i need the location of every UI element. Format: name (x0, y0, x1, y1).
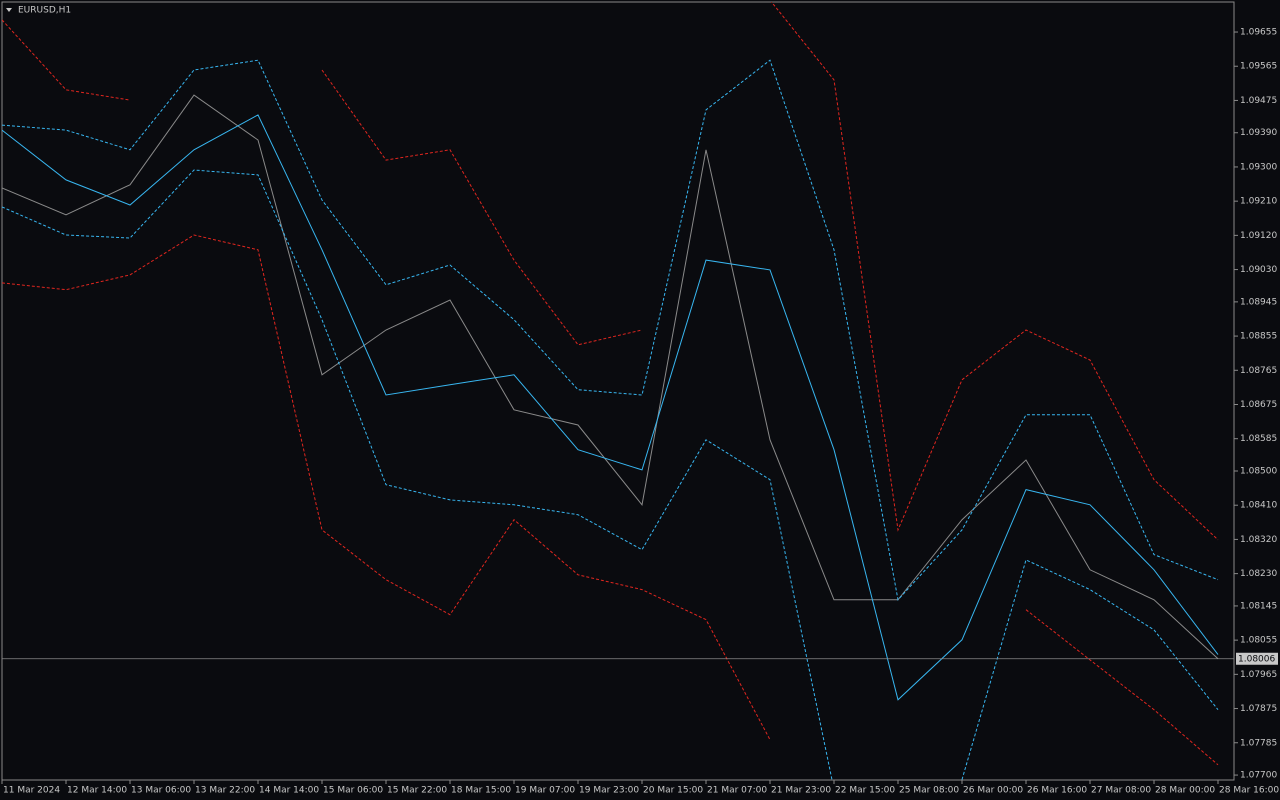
y-tick-label: 1.08145 (1240, 601, 1277, 611)
x-tick-label: 13 Mar 06:00 (131, 786, 191, 796)
x-tick-label: 13 Mar 22:00 (195, 786, 255, 796)
x-tick-label: 26 Mar 16:00 (1027, 786, 1087, 796)
current-price-label: 1.08006 (1238, 654, 1275, 664)
y-tick-label: 1.08500 (1240, 467, 1277, 477)
series-line (2, 59, 1219, 601)
plot-frame (1, 1, 1235, 781)
y-tick-label: 1.09565 (1240, 62, 1277, 72)
x-tick-label: 19 Mar 07:00 (515, 786, 575, 796)
series-line (2, 114, 1219, 701)
x-tick-label: 19 Mar 23:00 (579, 786, 639, 796)
current-price-box (1236, 652, 1278, 665)
y-tick-label: 1.08765 (1240, 366, 1277, 376)
chart-title: EURUSD,H1 (18, 6, 71, 16)
x-tick-label: 28 Mar 00:00 (1155, 786, 1215, 796)
series-line (2, 94, 1219, 660)
x-tick-label: 27 Mar 08:00 (1091, 786, 1151, 796)
x-tick-label: 11 Mar 2024 (3, 786, 60, 796)
x-tick-label: 25 Mar 08:00 (899, 786, 959, 796)
y-tick-label: 1.08675 (1240, 400, 1277, 410)
series-line (321, 69, 643, 346)
x-tick-label: 22 Mar 15:00 (835, 786, 895, 796)
x-tick-label: 20 Mar 15:00 (643, 786, 703, 796)
y-tick-label: 1.08945 (1240, 297, 1277, 307)
x-tick-label: 28 Mar 16:00 (1219, 786, 1279, 796)
series-line (1025, 609, 1219, 766)
x-tick-label: 26 Mar 00:00 (963, 786, 1023, 796)
series-line (961, 559, 1219, 780)
y-tick-label: 1.09475 (1240, 96, 1277, 106)
y-tick-label: 1.09210 (1240, 197, 1277, 207)
x-tick-label: 15 Mar 22:00 (387, 786, 447, 796)
y-tick-label: 1.09120 (1240, 231, 1277, 241)
y-tick-label: 1.09390 (1240, 128, 1277, 138)
x-tick-label: 21 Mar 07:00 (707, 786, 767, 796)
y-tick-label: 1.09655 (1240, 28, 1277, 38)
y-tick-label: 1.09030 (1240, 265, 1277, 275)
x-tick-label: 18 Mar 15:00 (451, 786, 511, 796)
y-tick-label: 1.08230 (1240, 569, 1277, 579)
y-tick-label: 1.07785 (1240, 738, 1277, 748)
x-tick-label: 21 Mar 23:00 (771, 786, 831, 796)
y-tick-label: 1.07965 (1240, 670, 1277, 680)
y-tick-label: 1.07875 (1240, 704, 1277, 714)
series-line (2, 234, 771, 740)
x-tick-label: 14 Mar 14:00 (259, 786, 319, 796)
y-tick-label: 1.08320 (1240, 535, 1277, 545)
y-tick-label: 1.08410 (1240, 501, 1277, 511)
series-line (2, 169, 833, 780)
y-tick-label: 1.08855 (1240, 332, 1277, 342)
x-tick-label: 15 Mar 06:00 (323, 786, 383, 796)
series-line (2, 19, 131, 101)
series-line (770, 2, 1219, 541)
x-tick-label: 12 Mar 14:00 (67, 786, 127, 796)
y-tick-label: 1.09300 (1240, 162, 1277, 172)
y-tick-label: 1.08055 (1240, 636, 1277, 646)
menu-arrow[interactable] (6, 8, 12, 12)
y-tick-label: 1.08585 (1240, 434, 1277, 444)
y-tick-label: 1.07700 (1240, 771, 1277, 781)
